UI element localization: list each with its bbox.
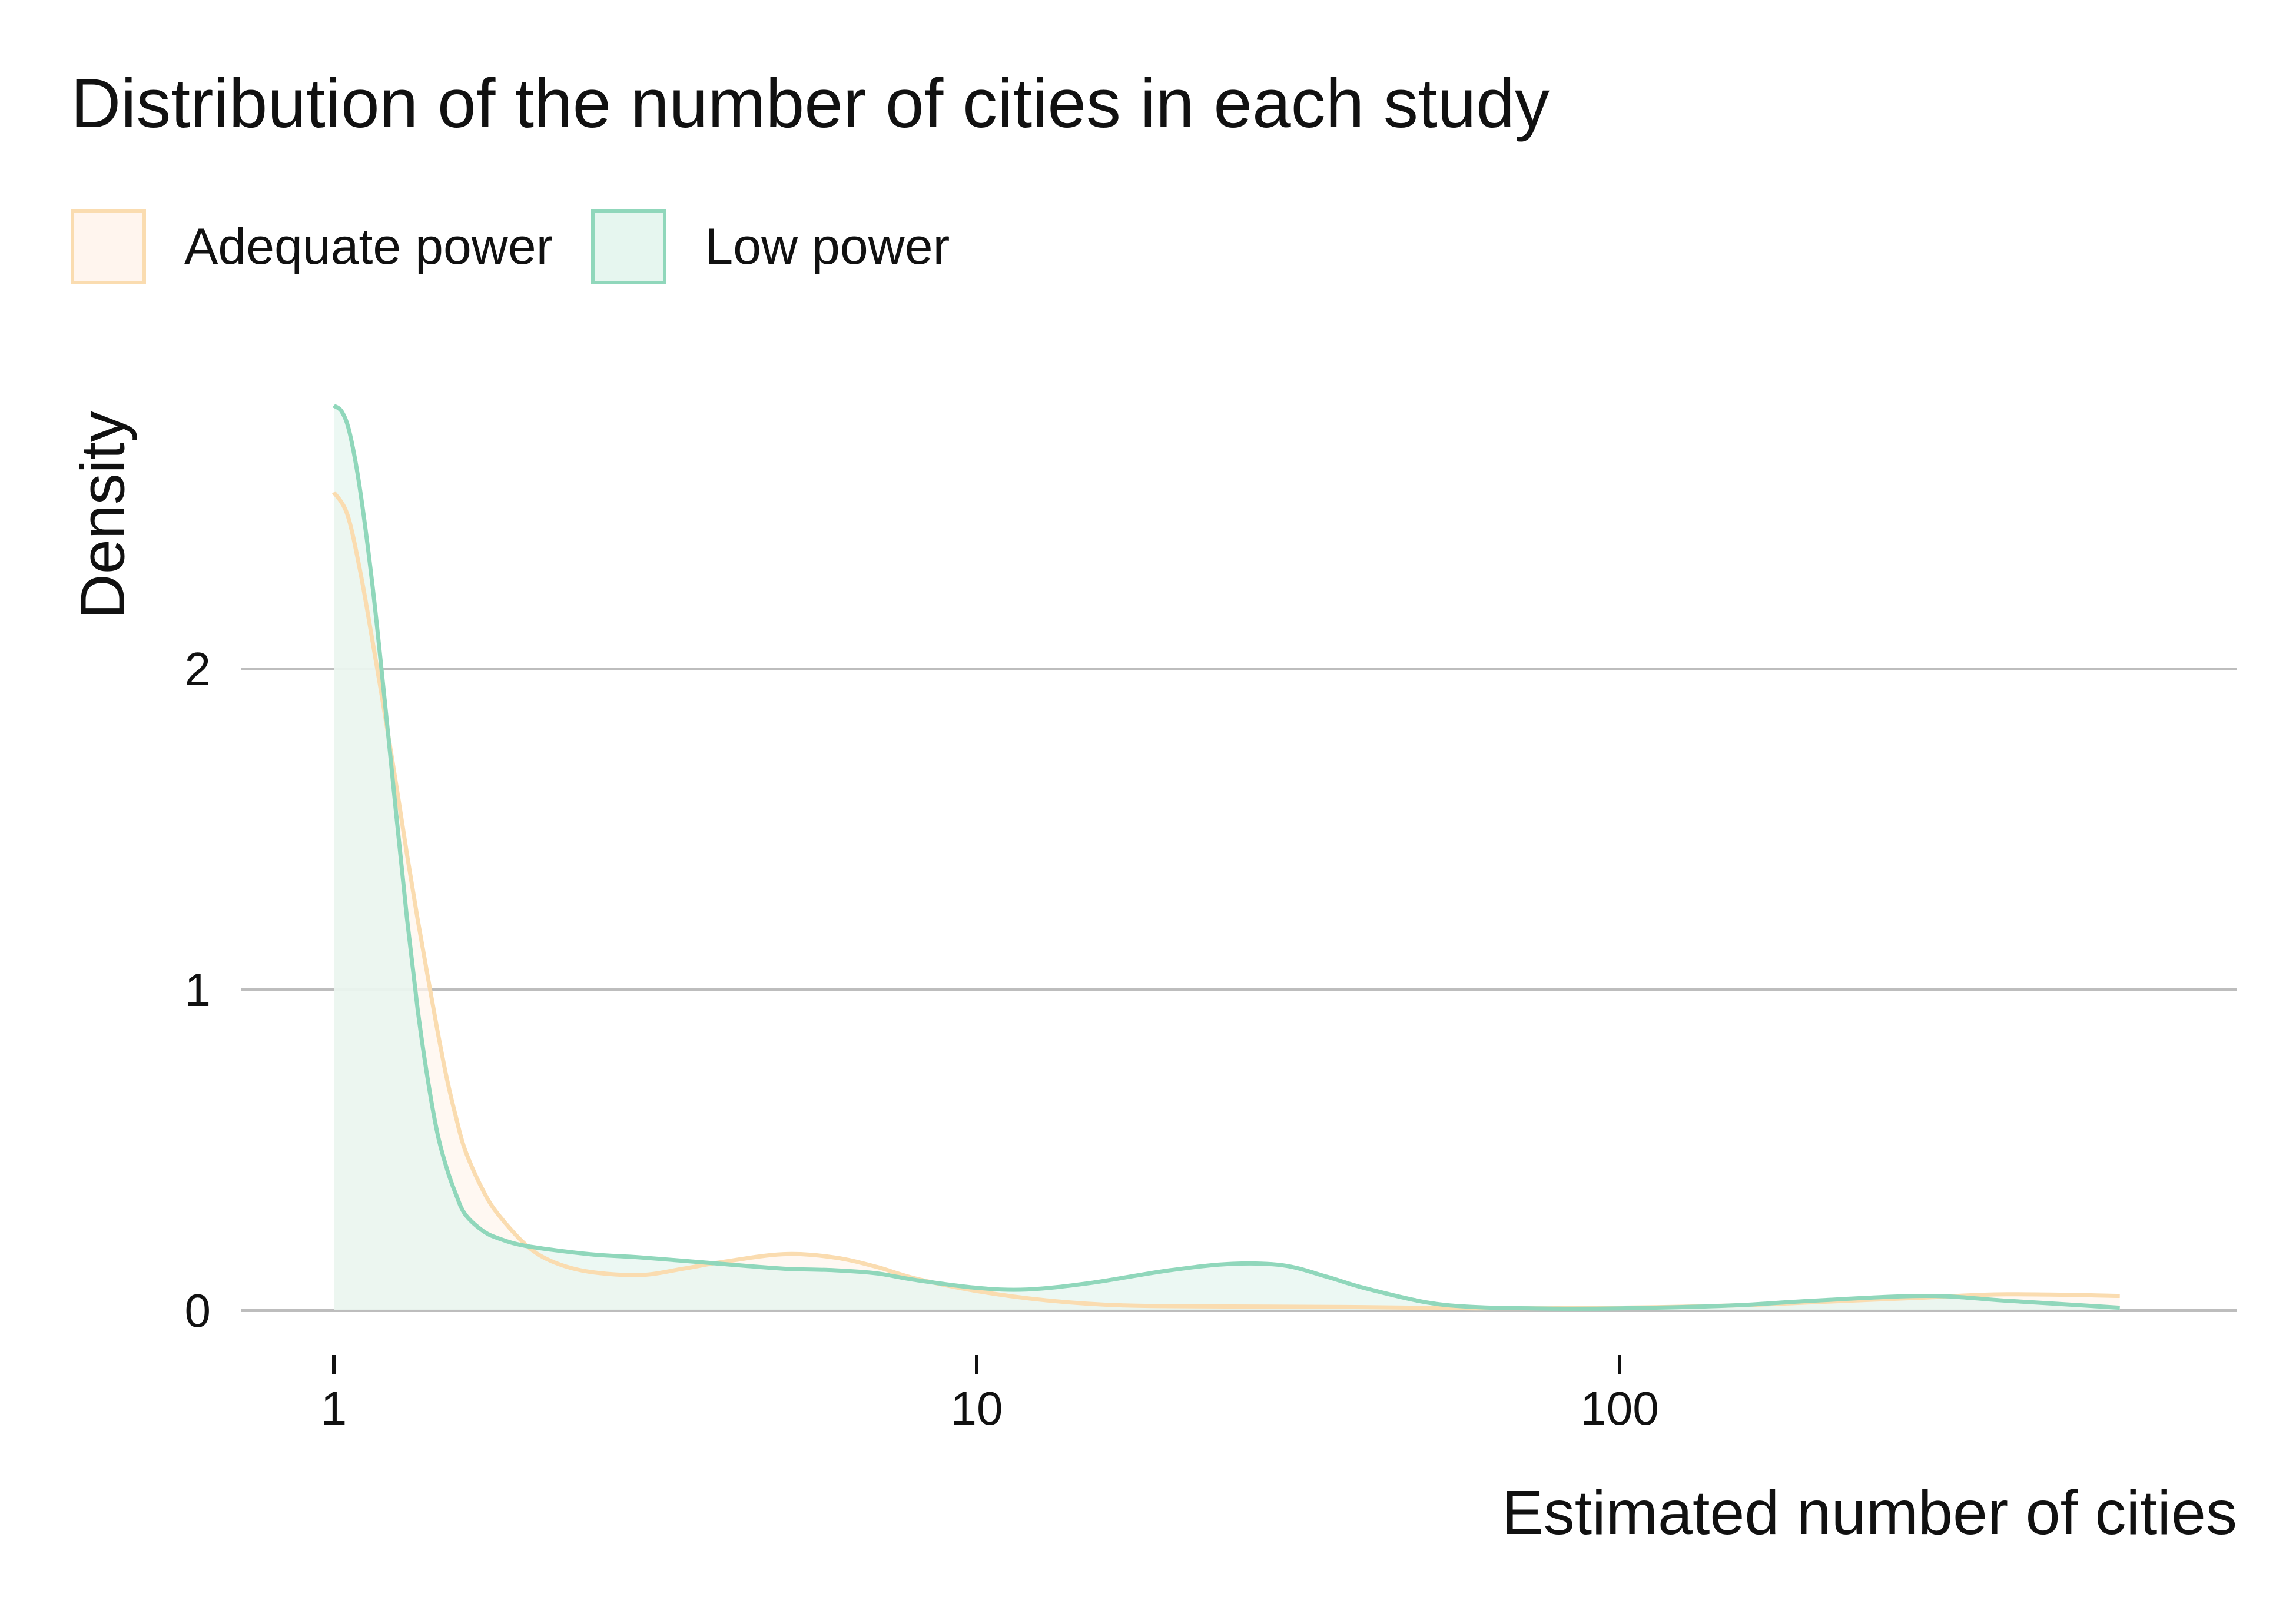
legend: Adequate power Low power <box>71 209 988 284</box>
legend-label-low-power: Low power <box>705 218 950 275</box>
chart-title: Distribution of the number of cities in … <box>71 65 1550 142</box>
x-tick-label-100: 100 <box>1580 1382 1658 1435</box>
x-tick-label-1: 1 <box>321 1382 347 1435</box>
density-area-low-power <box>334 406 2120 1310</box>
density-area-adequate-power <box>334 492 2120 1310</box>
density-line-low-power <box>332 404 2120 1311</box>
legend-item-adequate-power: Adequate power <box>71 209 553 284</box>
density-line-adequate-power <box>332 491 2120 1311</box>
legend-swatch-adequate-power <box>71 209 146 284</box>
legend-label-adequate-power: Adequate power <box>184 218 553 275</box>
x-axis-title: Estimated number of cities <box>1502 1478 2237 1548</box>
y-tick-label-1: 1 <box>185 964 211 1016</box>
legend-swatch-low-power <box>591 209 667 284</box>
x-tick-label-10: 10 <box>951 1382 1003 1435</box>
y-tick-label-2: 2 <box>185 643 211 695</box>
y-tick-label-0: 0 <box>185 1284 211 1337</box>
legend-item-low-power: Low power <box>591 209 950 284</box>
